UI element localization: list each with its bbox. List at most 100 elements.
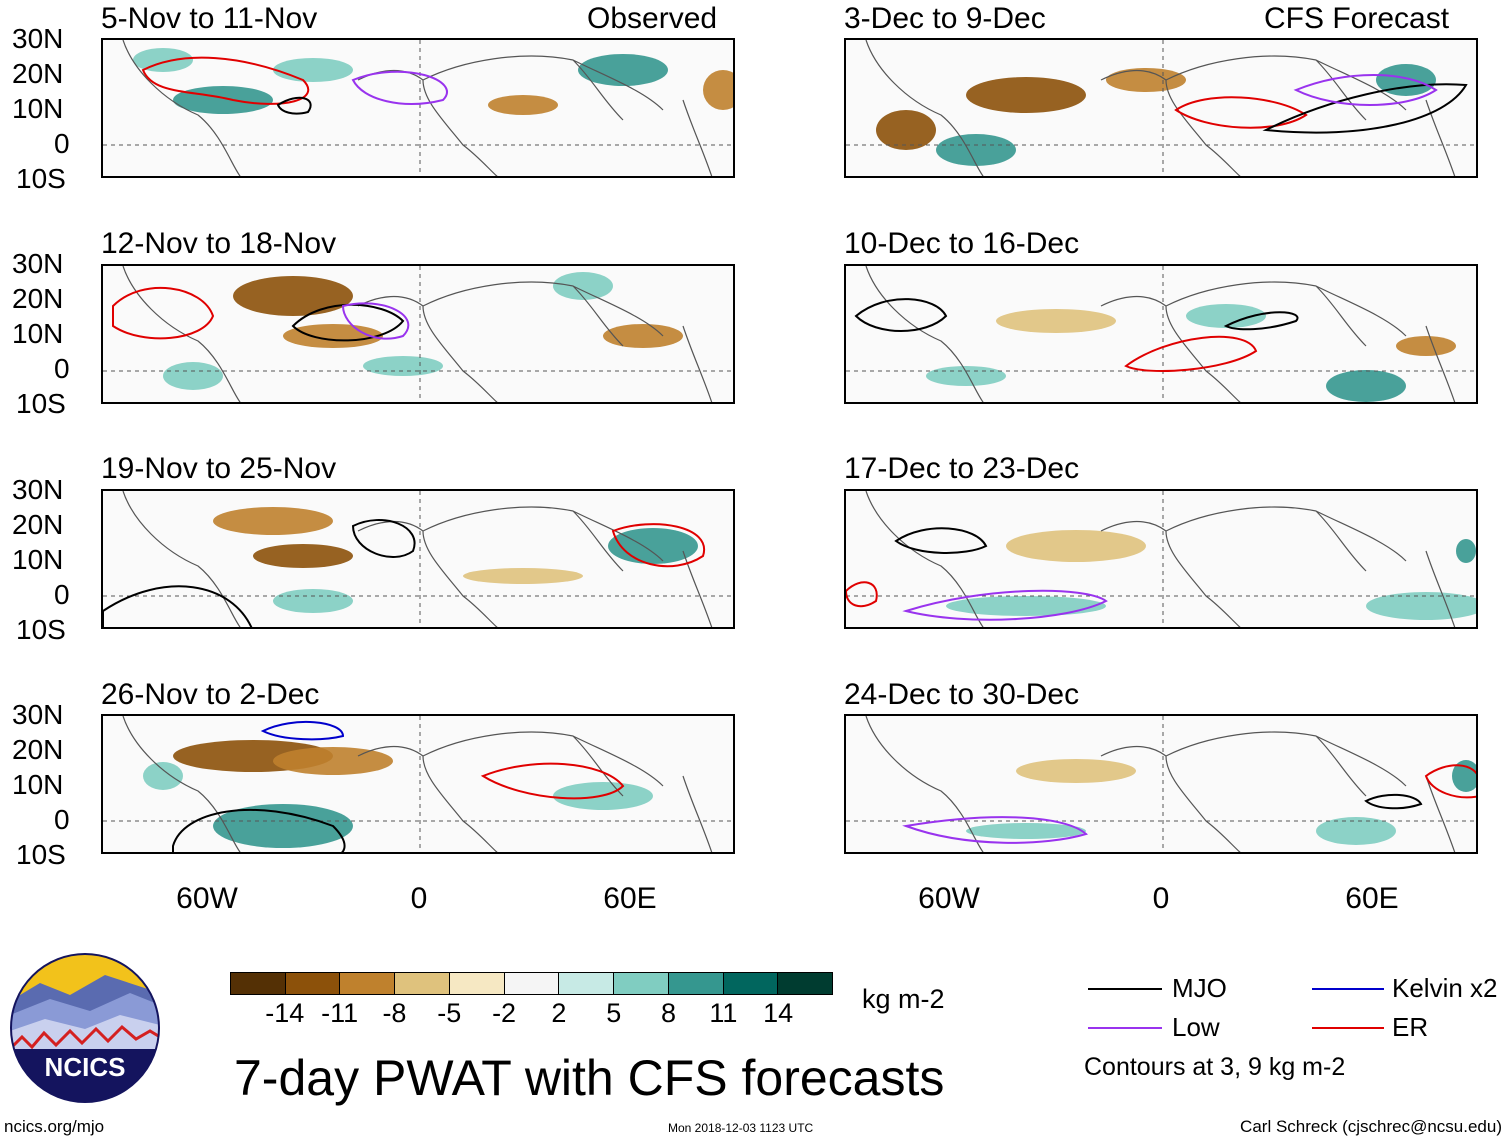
ncics-logo: NCICS <box>10 953 160 1103</box>
legend-label-low: Low <box>1172 1012 1220 1042</box>
legend-line-kelvin <box>1312 988 1384 990</box>
footer-url: ncics.org/mjo <box>4 1117 105 1136</box>
map-graphic <box>103 266 733 402</box>
colorbar-swatch <box>340 973 396 994</box>
colorbar-tick-label: 8 <box>661 998 677 1028</box>
colorbar-tick-label: 2 <box>551 998 567 1028</box>
colorbar-swatch <box>723 973 779 994</box>
colorbar-swatch <box>778 973 833 994</box>
panel-title-obs-3: 19-Nov to 25-Nov <box>101 452 337 485</box>
colorbar <box>230 972 833 995</box>
map-panel-fc-1 <box>844 38 1478 178</box>
pwat-anomaly-blob <box>703 70 733 110</box>
map-panel-fc-3 <box>844 489 1478 629</box>
colorbar-swatch <box>559 973 615 994</box>
lon-label-60e-obs: 60E <box>603 882 657 915</box>
colorbar-tick-label: -11 <box>321 998 359 1028</box>
pwat-anomaly-blob <box>213 507 333 535</box>
pwat-anomaly-blob <box>926 366 1006 386</box>
colorbar-swatch <box>395 973 450 994</box>
panel-title-obs-2: 12-Nov to 18-Nov <box>101 227 337 260</box>
map-graphic <box>846 40 1476 176</box>
wave-contour <box>1262 83 1468 134</box>
colorbar-tick-label: -2 <box>492 998 517 1028</box>
wave-contour <box>260 720 345 741</box>
wave-contour <box>1124 335 1258 372</box>
coastline <box>122 491 713 627</box>
lat-label: 0 <box>54 353 70 384</box>
panel-title-obs-1: 5-Nov to 11-Nov <box>101 2 318 35</box>
lat-label: 30N <box>12 699 64 730</box>
wave-contour <box>112 286 215 340</box>
map-panel-obs-3 <box>101 489 735 629</box>
pwat-anomaly-blob <box>253 544 353 568</box>
colorbar-swatch <box>614 973 669 994</box>
map-panel-obs-1 <box>101 38 735 178</box>
pwat-anomaly-blob <box>233 276 353 316</box>
footer-timestamp: Mon 2018-12-03 1123 UTC <box>668 1121 814 1135</box>
colorbar-swatch <box>231 973 286 994</box>
lat-label: 0 <box>54 804 70 835</box>
lat-label: 0 <box>54 128 70 159</box>
coastline <box>865 491 1456 627</box>
map-panel-obs-2 <box>101 264 735 404</box>
legend-line-er <box>1312 1027 1384 1029</box>
pwat-anomaly-blob <box>1326 370 1406 402</box>
pwat-anomaly-blob <box>936 134 1016 166</box>
pwat-anomaly-blob <box>966 77 1086 113</box>
lat-label: 30N <box>12 248 64 279</box>
wave-contour <box>902 589 1108 621</box>
pwat-anomaly-blob <box>1456 539 1476 563</box>
pwat-anomaly-blob <box>143 762 183 790</box>
panel-title-obs-4: 26-Nov to 2-Dec <box>101 678 320 711</box>
pwat-anomaly-blob <box>273 747 393 775</box>
pwat-anomaly-blob <box>363 356 443 376</box>
wave-contour <box>172 808 346 852</box>
wave-contour <box>854 298 948 332</box>
lat-label: 0 <box>54 579 70 610</box>
wave-contour <box>846 581 878 608</box>
forecast-label: CFS Forecast <box>1264 2 1450 35</box>
pwat-anomaly-blob <box>1396 336 1456 356</box>
wave-contour <box>1364 793 1423 810</box>
coastline <box>865 716 1456 852</box>
colorbar-swatch <box>668 973 724 994</box>
lat-label: 10N <box>12 318 64 349</box>
colorbar-tick-label: 11 <box>709 998 738 1028</box>
wave-contour <box>1293 74 1438 106</box>
pwat-anomaly-blob <box>133 48 193 72</box>
lon-label-0-obs: 0 <box>410 882 428 915</box>
colorbar-tick-label: 5 <box>606 998 622 1028</box>
wave-contour <box>1424 764 1476 799</box>
wave-contour <box>1223 311 1299 331</box>
lon-label-0-fc: 0 <box>1152 882 1170 915</box>
pwat-anomaly-blob <box>1006 530 1146 562</box>
lat-label: 30N <box>12 23 64 54</box>
legend-line-mjo <box>1088 988 1162 990</box>
panel-title-fc-2: 10-Dec to 16-Dec <box>844 227 1080 260</box>
map-graphic <box>103 716 733 852</box>
lat-label: 20N <box>12 283 64 314</box>
legend-label-er: ER <box>1392 1012 1429 1042</box>
wave-contour <box>1174 96 1308 129</box>
colorbar-tick-label: -5 <box>437 998 462 1028</box>
legend-label-kelvin: Kelvin x2 <box>1392 973 1498 1003</box>
pwat-anomaly-blob <box>163 362 223 390</box>
colorbar-swatch <box>449 973 505 994</box>
wave-contour <box>276 96 312 115</box>
figure-title: 7-day PWAT with CFS forecasts <box>234 1050 945 1106</box>
wave-contour <box>611 523 706 568</box>
lat-label: 20N <box>12 509 64 540</box>
contours-note: Contours at 3, 9 kg m-2 <box>1084 1053 1346 1081</box>
colorbar-swatch <box>504 973 560 994</box>
coastline <box>122 40 713 176</box>
wave-contour <box>480 762 625 800</box>
wave-contour <box>351 519 416 558</box>
lat-label: 10S <box>16 388 66 419</box>
lat-label: 10S <box>16 614 66 645</box>
pwat-anomaly-blob <box>1366 592 1476 620</box>
map-graphic <box>103 491 733 627</box>
wave-contour <box>902 816 1088 844</box>
lat-label: 20N <box>12 58 64 89</box>
lat-label: 10N <box>12 544 64 575</box>
